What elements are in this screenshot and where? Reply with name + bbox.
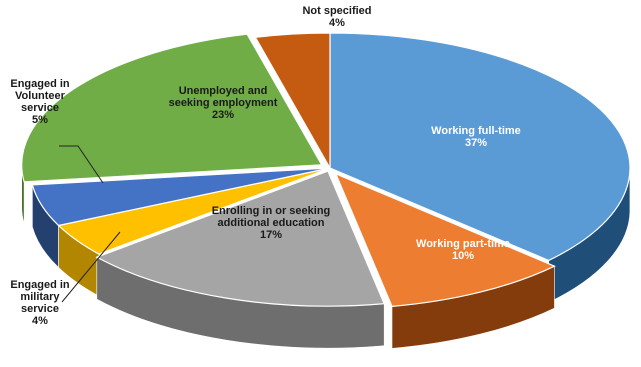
slice-label-line: Enrolling in or seeking <box>212 205 331 217</box>
slice-value-4: 5% <box>32 114 48 126</box>
slice-label-5: Unemployed and seeking employment 23% <box>169 85 278 121</box>
slice-label-1: Working part-time 10% <box>416 238 510 262</box>
slice-label-line: additional education <box>218 217 325 229</box>
slice-label-2: Enrolling in or seeking additional educat… <box>212 205 331 241</box>
pie-slice-4 <box>31 167 331 227</box>
slice-label-3: Engaged in military service 4% <box>10 279 70 327</box>
pie-slice-0 <box>329 32 631 262</box>
slice-label-line: military <box>20 291 60 303</box>
slice-label-line: service <box>21 303 59 315</box>
slice-label-line: Volunteer <box>15 90 66 102</box>
pie-top-layer <box>21 32 631 308</box>
leader-lines <box>59 145 121 303</box>
slice-label-line: Engaged in <box>10 279 70 291</box>
slice-value-1: 10% <box>452 250 474 262</box>
slice-label-6: Not specified 4% <box>302 5 371 29</box>
leader-line-4 <box>59 145 104 184</box>
slice-value-6: 4% <box>329 17 345 29</box>
leader-line-3 <box>61 231 121 303</box>
slice-label-line: seeking employment <box>169 97 278 109</box>
slice-label-line: Not specified <box>302 5 371 17</box>
slice-label-line: Working full-time <box>431 125 521 137</box>
slice-value-0: 37% <box>465 137 487 149</box>
slice-labels: Working full-time 37% Working part-time 10%… <box>10 5 520 327</box>
slice-label-0: Working full-time 37% <box>431 125 521 149</box>
pie-slice-5 <box>21 33 323 183</box>
slice-label-line: Unemployed and <box>179 85 268 97</box>
slice-label-4: Engaged in Volunteer service 5% <box>10 78 70 126</box>
slice-value-5: 23% <box>212 109 234 121</box>
slice-label-line: Engaged in <box>10 78 70 90</box>
pie-slice-2 <box>95 170 386 307</box>
slice-value-3: 4% <box>32 315 48 327</box>
slice-label-line: service <box>21 102 59 114</box>
pie-slice-1 <box>334 172 556 308</box>
slice-label-line: Working part-time <box>416 238 510 250</box>
slice-value-2: 17% <box>260 229 282 241</box>
pie-slice-6 <box>254 32 331 171</box>
